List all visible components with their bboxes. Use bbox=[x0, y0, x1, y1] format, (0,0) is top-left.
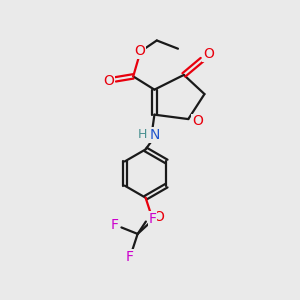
Text: O: O bbox=[192, 114, 203, 128]
Text: F: F bbox=[110, 218, 118, 232]
Text: O: O bbox=[135, 44, 146, 58]
Text: F: F bbox=[125, 250, 134, 264]
Text: N: N bbox=[149, 128, 160, 142]
Text: F: F bbox=[148, 212, 156, 226]
Text: O: O bbox=[203, 47, 214, 61]
Text: H: H bbox=[138, 128, 148, 141]
Text: O: O bbox=[154, 210, 165, 224]
Text: O: O bbox=[103, 74, 114, 88]
